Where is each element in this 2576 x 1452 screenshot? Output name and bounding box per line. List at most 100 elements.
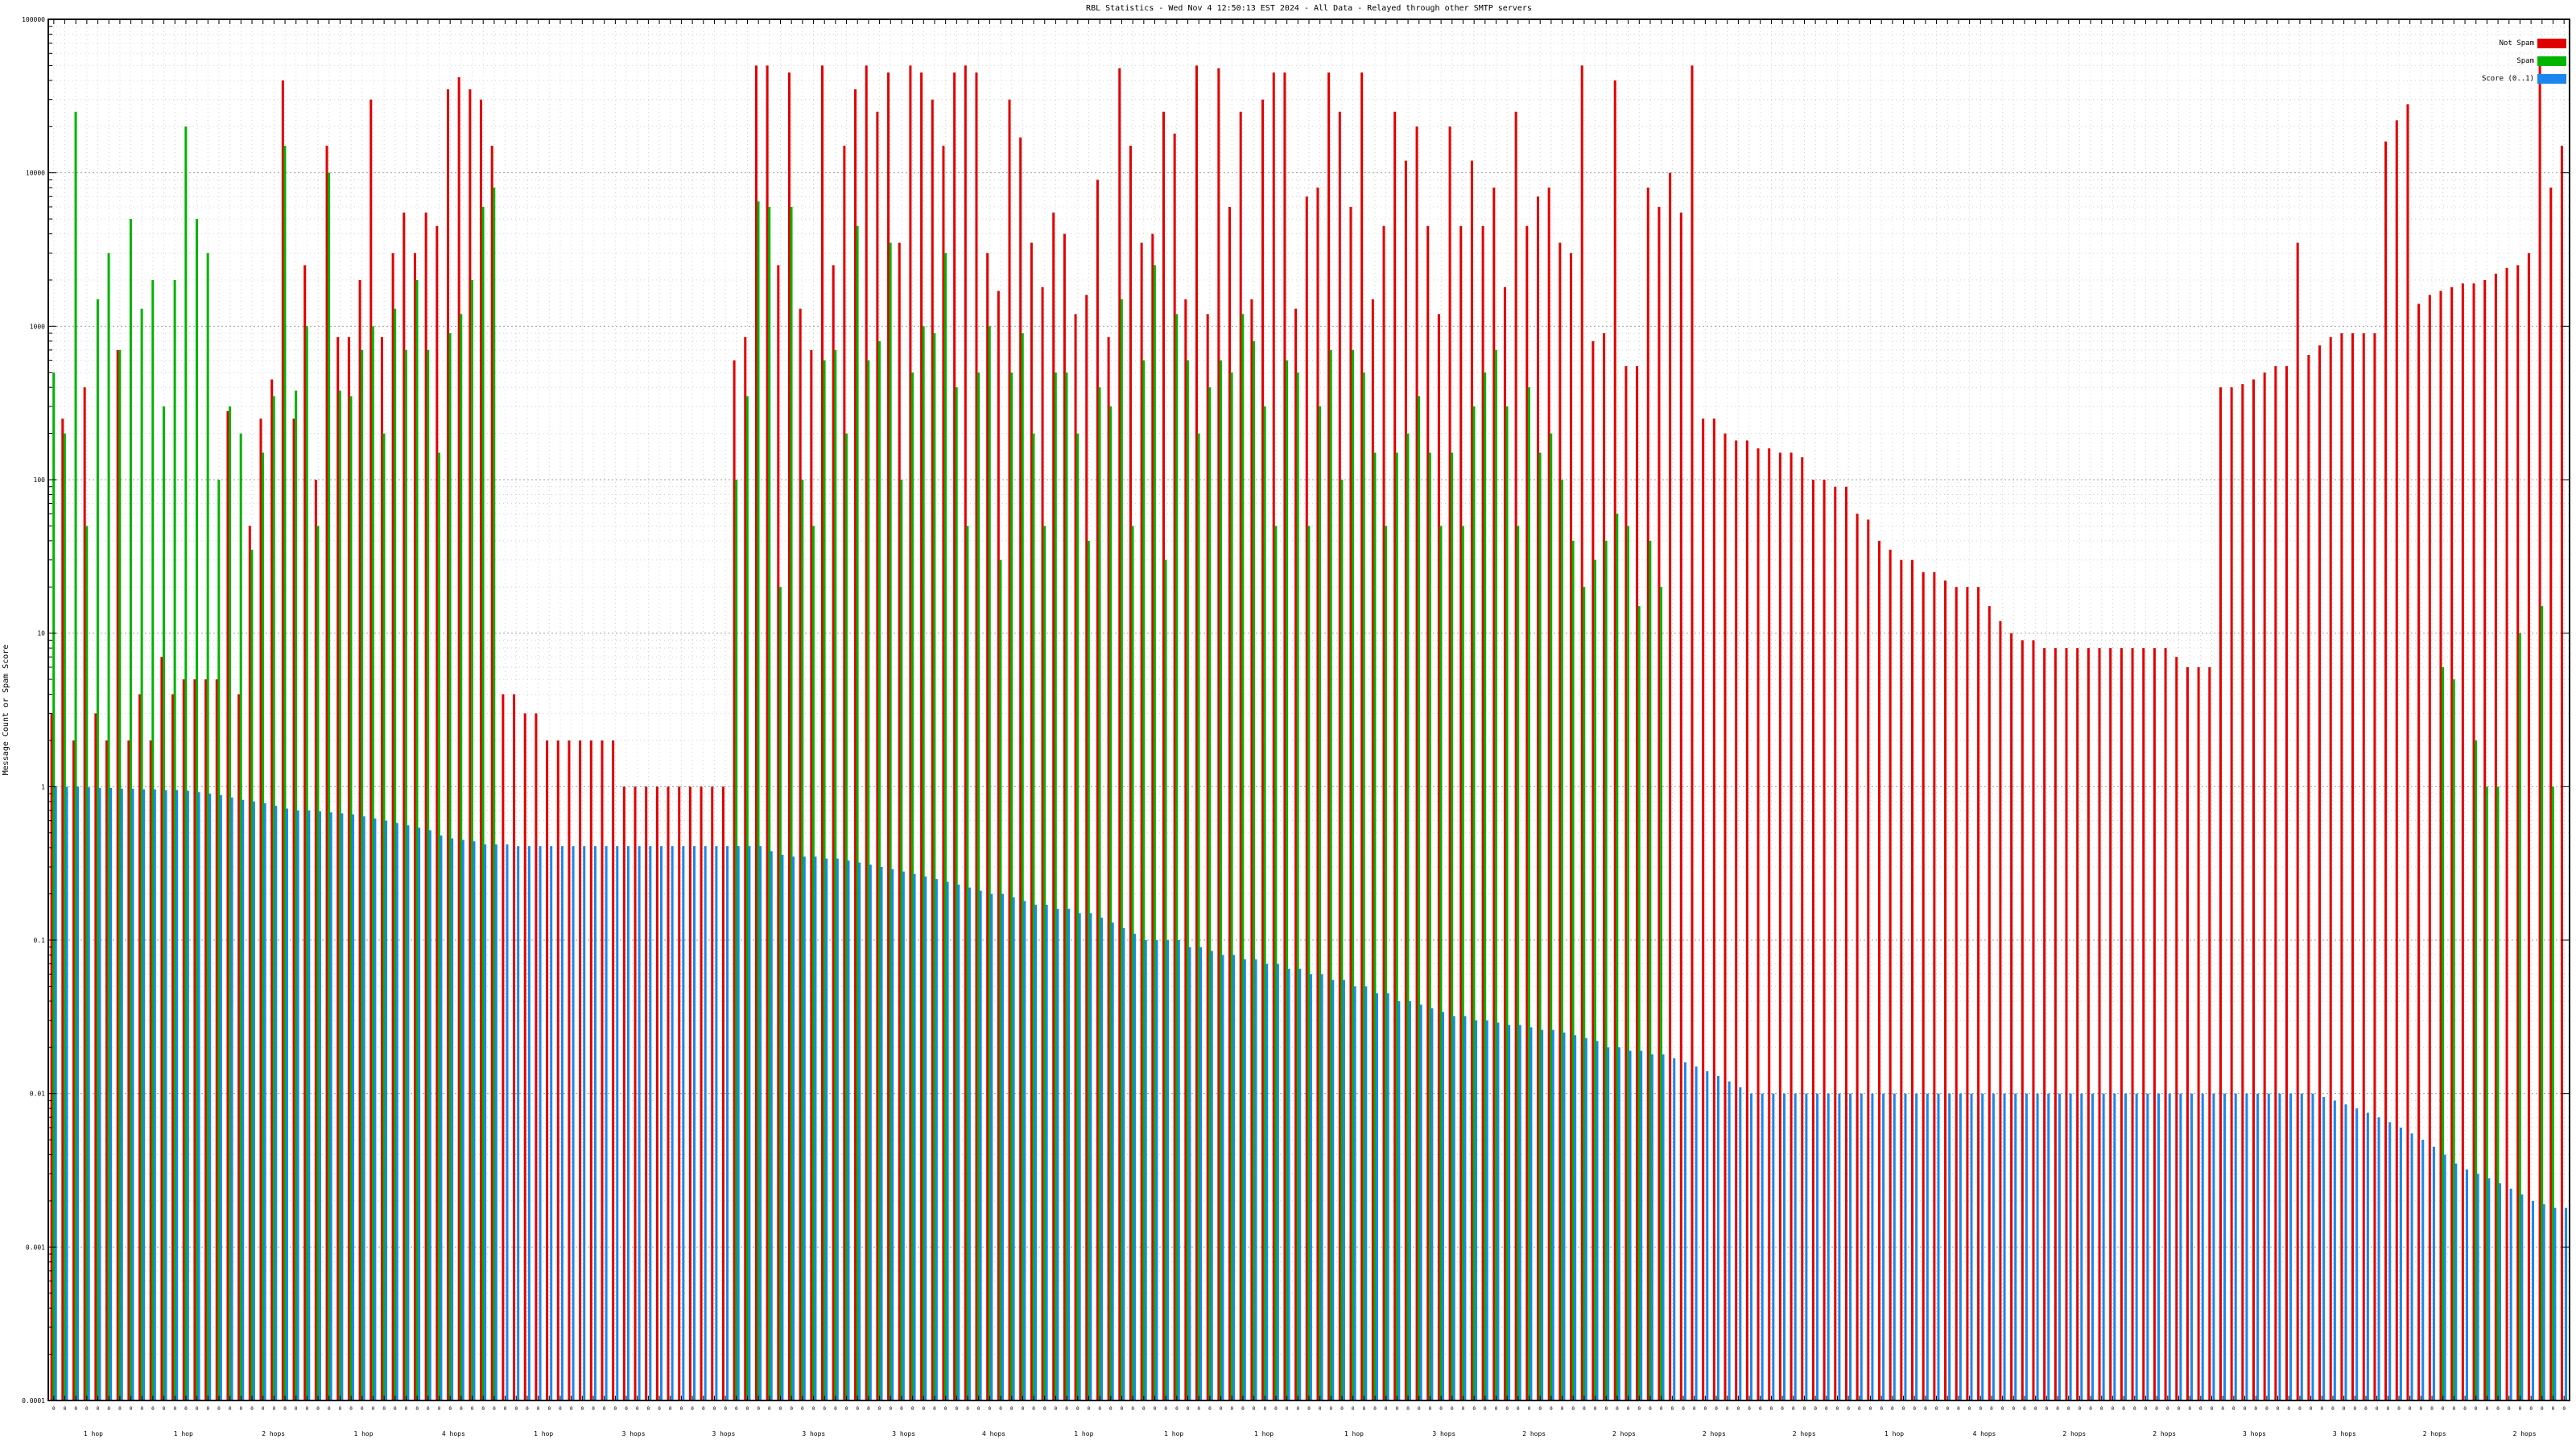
bar-spam	[1385, 526, 1388, 1400]
x-tick-label: 0	[2343, 1406, 2346, 1412]
bar-not-spam	[1393, 111, 1397, 1401]
x-tick-label: 0	[1550, 1406, 1553, 1412]
bar-spam	[217, 480, 221, 1400]
x-tick-label: 0	[405, 1406, 408, 1412]
bar-not-spam	[733, 360, 736, 1400]
bar-not-spam	[1702, 419, 1705, 1400]
x-tick-label: 0	[196, 1406, 199, 1412]
bar-spam	[801, 480, 804, 1400]
bar-spam	[867, 360, 870, 1400]
y-axis-label: Message Count or Spam Score	[2, 645, 10, 776]
bar-not-spam	[1327, 72, 1331, 1400]
bar-not-spam	[1437, 314, 1440, 1401]
bar-score	[418, 827, 421, 1400]
bar-score	[153, 789, 156, 1400]
bar-score	[1816, 1093, 1819, 1400]
bar-not-spam	[2285, 365, 2289, 1400]
x-tick-label: 0	[1022, 1406, 1025, 1412]
bar-not-spam	[204, 679, 208, 1400]
bar-score	[2454, 1163, 2458, 1400]
bar-spam	[371, 326, 374, 1400]
bar-spam	[1484, 372, 1487, 1400]
bar-score	[1364, 986, 1368, 1400]
x-tick-label: 0	[1043, 1406, 1046, 1412]
x-tick-label: 0	[812, 1406, 815, 1412]
x-group-label: 2 hops	[262, 1430, 285, 1438]
bar-score	[1100, 918, 1104, 1400]
bar-not-spam	[413, 253, 416, 1401]
bar-score	[1871, 1093, 1874, 1400]
x-tick-label: 0	[493, 1406, 496, 1412]
bar-score	[2465, 1169, 2468, 1400]
bar-score	[1078, 913, 1081, 1400]
bar-score	[1673, 1058, 1676, 1400]
bar-score	[1728, 1081, 1731, 1400]
legend-label-not-spam: Not Spam	[2500, 39, 2534, 47]
bar-spam	[1175, 314, 1179, 1401]
bar-not-spam	[1360, 72, 1364, 1400]
x-tick-label: 0	[2221, 1406, 2224, 1412]
bar-spam	[239, 433, 242, 1400]
x-tick-label: 0	[1032, 1406, 1035, 1412]
bar-not-spam	[1184, 299, 1187, 1401]
bar-score	[792, 856, 795, 1400]
x-tick-label: 0	[2122, 1406, 2125, 1412]
bar-not-spam	[2461, 283, 2464, 1400]
x-tick-label: 0	[107, 1406, 110, 1412]
bar-spam	[415, 279, 419, 1400]
bar-spam	[790, 206, 793, 1400]
bar-spam	[481, 206, 485, 1400]
x-tick-label: 0	[306, 1406, 309, 1412]
bar-not-spam	[248, 526, 251, 1400]
bar-not-spam	[832, 265, 835, 1400]
bar-score	[1419, 1004, 1422, 1400]
bar-score	[671, 846, 674, 1400]
bar-score	[2179, 1093, 2182, 1400]
bar-score	[704, 846, 707, 1400]
x-tick-label: 0	[2145, 1406, 2148, 1412]
x-tick-label: 0	[966, 1406, 969, 1412]
bar-score	[242, 799, 245, 1400]
x-tick-label: 0	[1418, 1406, 1421, 1412]
bar-spam	[283, 146, 287, 1401]
y-tick-label: 0.001	[26, 1244, 45, 1251]
bar-spam	[1451, 452, 1454, 1400]
bar-not-spam	[2549, 188, 2553, 1401]
bar-score	[1199, 947, 1203, 1400]
bar-score	[891, 868, 894, 1400]
x-tick-label: 0	[724, 1406, 727, 1412]
bar-spam	[470, 279, 473, 1400]
y-tick-label: 1	[41, 783, 45, 790]
bar-spam	[768, 206, 771, 1400]
bar-spam	[922, 326, 925, 1400]
bar-score	[1386, 993, 1389, 1400]
bar-not-spam	[744, 336, 747, 1401]
bar-not-spam	[171, 694, 175, 1400]
bar-score	[2135, 1093, 2138, 1400]
bar-score	[825, 858, 828, 1400]
bar-spam	[1043, 526, 1046, 1400]
x-tick-label: 0	[922, 1406, 925, 1412]
bar-score	[2091, 1093, 2094, 1400]
bar-not-spam	[314, 480, 317, 1400]
x-group-label: 2 hops	[2153, 1430, 2176, 1438]
bars-layer	[50, 59, 2568, 1401]
bar-score	[605, 846, 608, 1400]
x-tick-label: 0	[790, 1406, 793, 1412]
bar-score	[473, 841, 476, 1400]
x-tick-label: 0	[691, 1406, 694, 1412]
x-tick-label: 0	[702, 1406, 705, 1412]
bar-score	[880, 867, 883, 1400]
bar-spam	[778, 587, 782, 1400]
bar-spam	[1219, 360, 1222, 1400]
bar-not-spam	[975, 72, 978, 1400]
bar-score	[1508, 1025, 1511, 1400]
bar-score	[120, 788, 123, 1400]
bar-spam	[1087, 540, 1090, 1400]
bar-not-spam	[1823, 480, 1826, 1400]
x-tick-label: 0	[2387, 1406, 2390, 1412]
bar-score	[208, 794, 212, 1400]
x-tick-label: 0	[1363, 1406, 1366, 1412]
x-tick-label: 0	[2320, 1406, 2323, 1412]
bar-not-spam	[1690, 65, 1694, 1401]
